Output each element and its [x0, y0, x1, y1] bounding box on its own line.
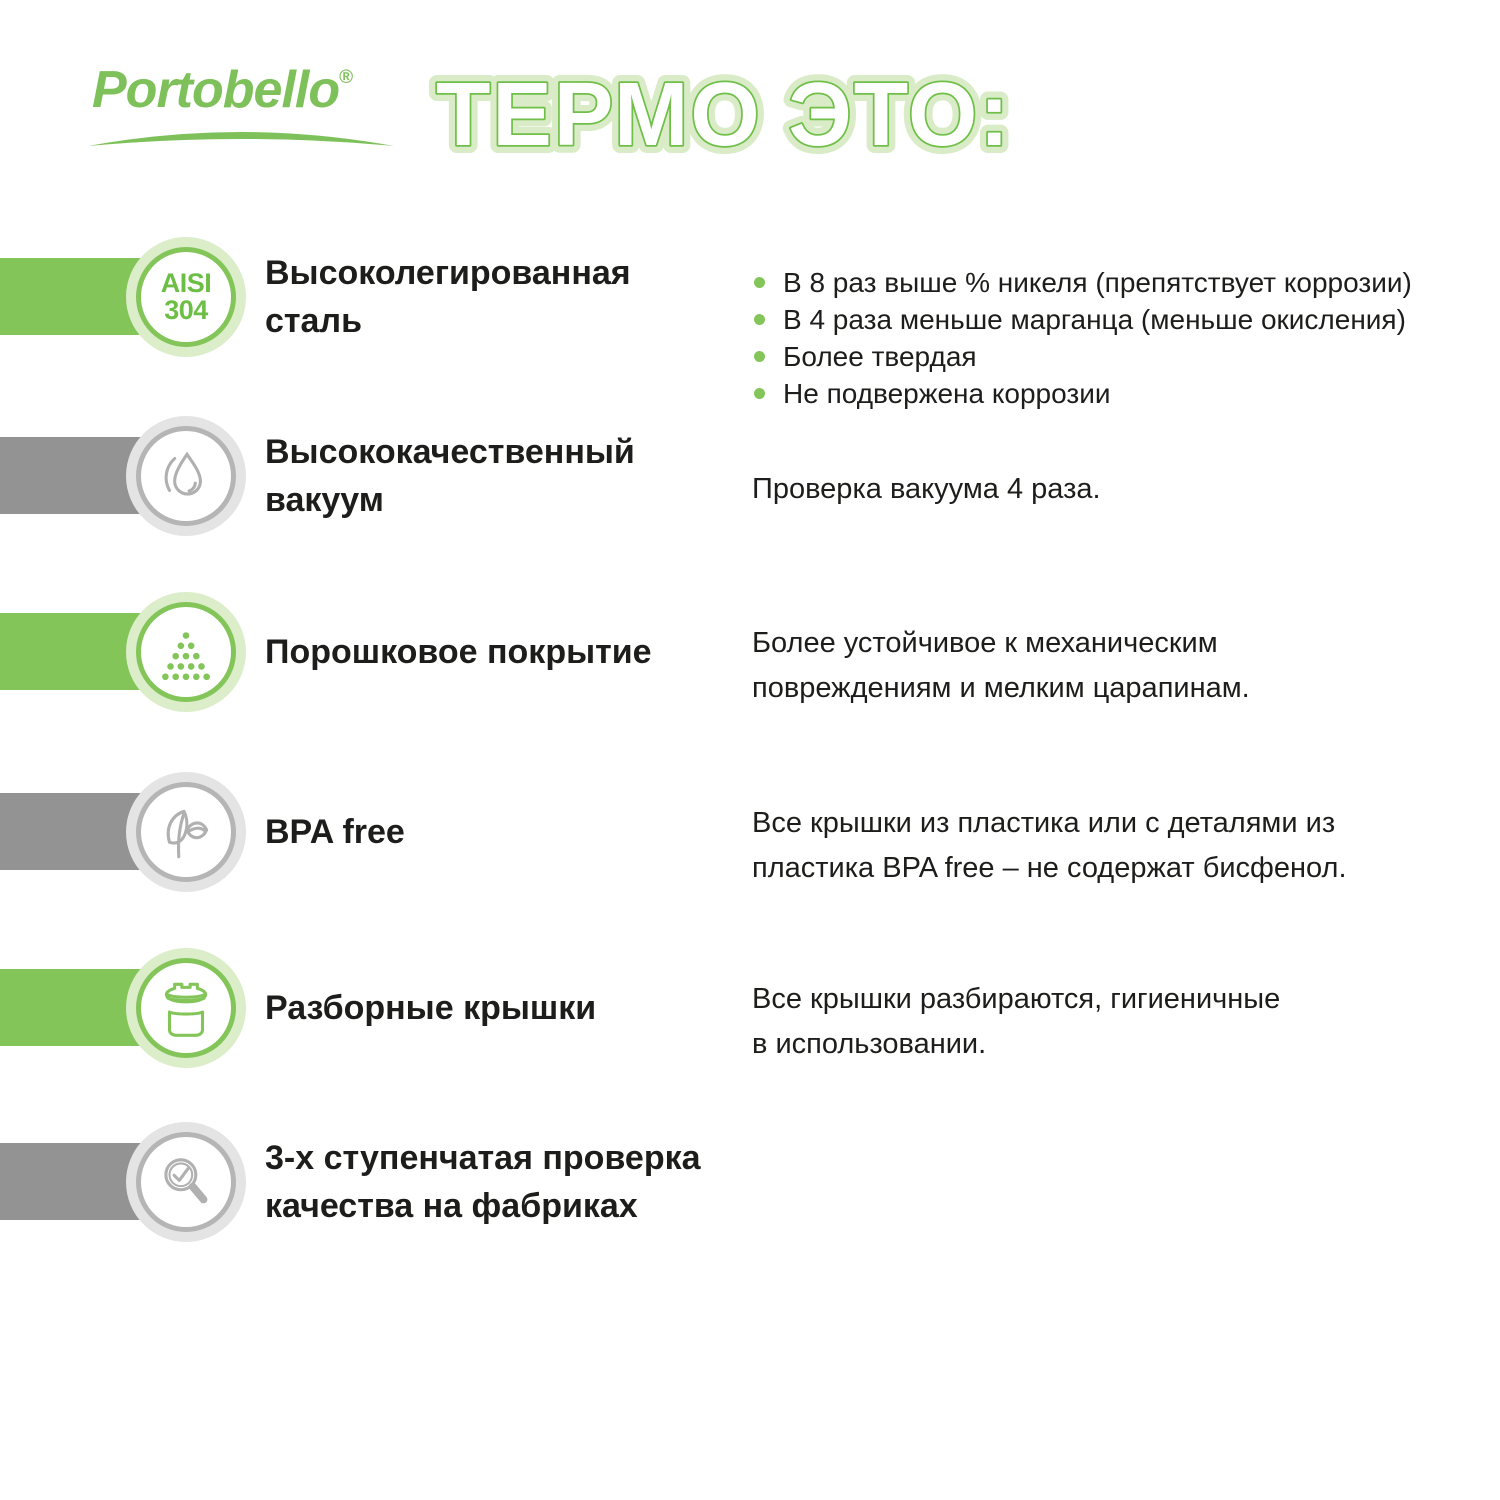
feature-title: BPA free: [265, 812, 405, 851]
aisi-label: AISI: [160, 268, 212, 298]
feature-title: Высококачественный вакуум: [265, 432, 635, 519]
badge-circle: [126, 1122, 246, 1242]
feature-title: Высоколегированная сталь: [265, 253, 631, 340]
badge-circle: AISI 304: [126, 237, 246, 357]
steel-bullet-list: В 8 раз выше % никеля (препятствует корр…: [752, 264, 1412, 412]
registered-mark: ®: [339, 67, 353, 88]
page-title: ТЕРМО ЭТО: ТЕРМО ЭТО:: [428, 57, 1017, 173]
svg-text:ТЕРМО ЭТО:: ТЕРМО ЭТО:: [436, 65, 1011, 165]
feature-row-lids: Разборные крышки Все крышки разбираются,…: [0, 948, 1500, 1068]
bullet-item: Не подвержена коррозии: [752, 375, 1412, 412]
feature-description: Все крышки разбираются, гигиеничные в ис…: [752, 982, 1281, 1060]
badge-circle: [126, 416, 246, 536]
aisi-number: 304: [164, 295, 208, 325]
feature-description: Проверка вакуума 4 раза.: [752, 473, 1101, 505]
badge-circle: [126, 772, 246, 892]
feature-description: Все крышки из пластика или с деталями из…: [752, 806, 1347, 884]
water-drop-icon: [164, 451, 202, 496]
feature-row-powder-coating: Порошковое покрытие Более устойчивое к м…: [0, 592, 1500, 712]
svg-text:ТЕРМО ЭТО:: ТЕРМО ЭТО:: [436, 65, 1011, 165]
feature-title: 3-х ступенчатая проверка качества на фаб…: [265, 1138, 701, 1225]
magnifier-check-icon: [164, 1158, 208, 1204]
badge-circle: [126, 948, 246, 1068]
portobello-logo-text: Portobello®: [92, 61, 353, 119]
feature-description: Более устойчивое к механическим поврежде…: [752, 626, 1250, 704]
portobello-logo: Portobello®: [88, 61, 412, 146]
bullet-item: В 8 раз выше % никеля (препятствует корр…: [752, 264, 1412, 301]
feature-title: Порошковое покрытие: [265, 632, 652, 671]
powder-dots-icon: [162, 632, 210, 681]
feature-row-quality-check: 3-х ступенчатая проверка качества на фаб…: [0, 1122, 1500, 1242]
aisi-304-badge: AISI 304: [136, 247, 236, 347]
bullet-item: В 4 раза меньше марганца (меньше окислен…: [752, 301, 1412, 338]
feature-row-bpa-free: BPA free Все крышки из пластика или с де…: [0, 772, 1500, 892]
lid-parts-icon: [164, 982, 208, 1037]
feature-title: Разборные крышки: [265, 988, 597, 1027]
badge-circle: [126, 592, 246, 712]
feature-row-vacuum: Высококачественный вакуум Проверка вакуу…: [0, 416, 1500, 536]
bullet-item: Более твердая: [752, 338, 1412, 375]
logo-swoosh: [88, 132, 394, 146]
leaves-icon: [166, 809, 209, 859]
feature-row-steel: AISI 304 Высоколегированная сталь В 8 ра…: [0, 237, 1500, 409]
